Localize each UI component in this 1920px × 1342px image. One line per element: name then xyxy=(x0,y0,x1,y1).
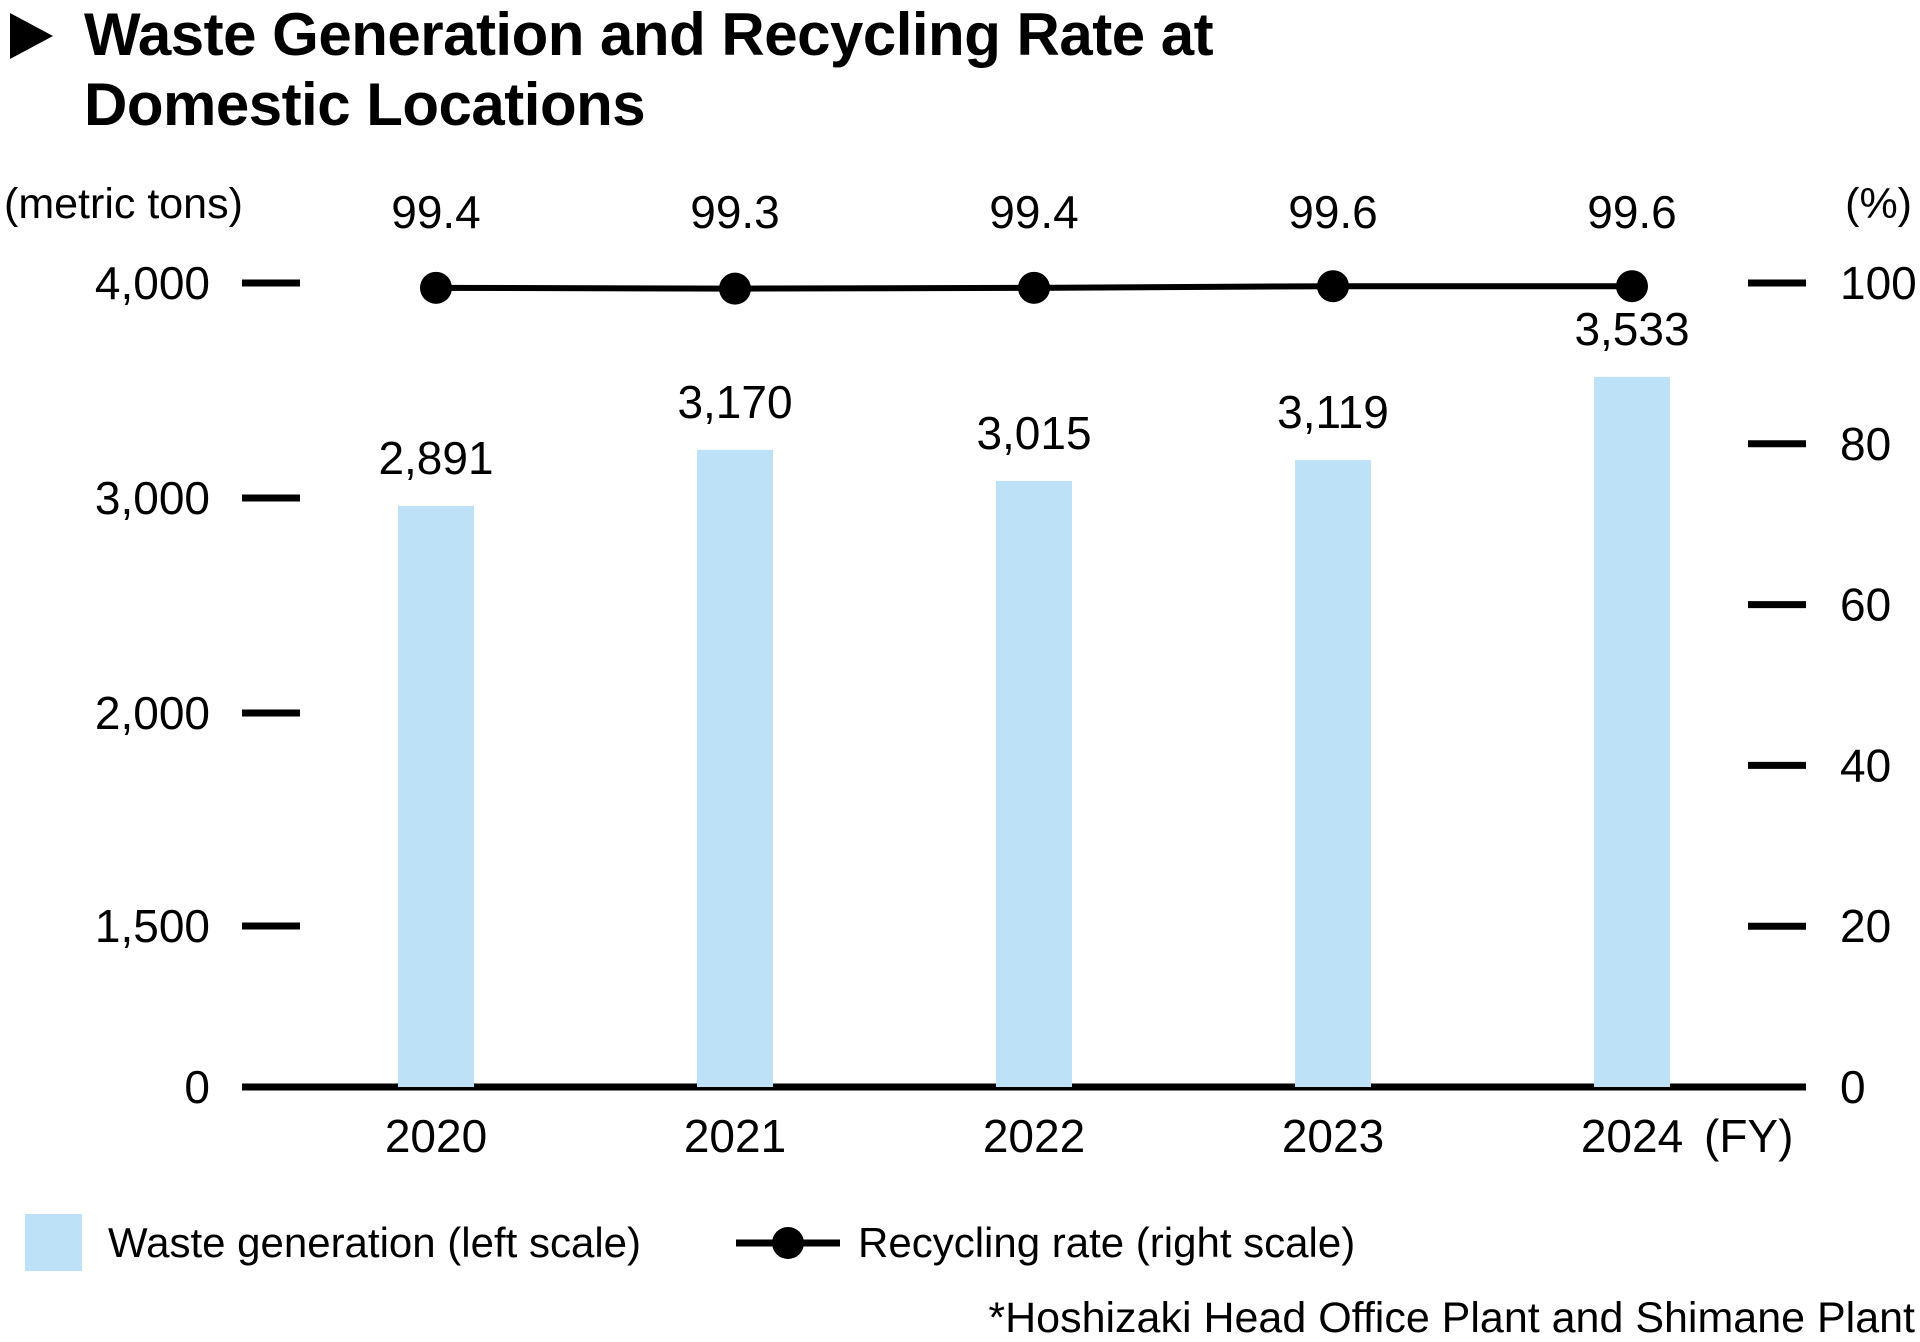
right-axis-tick-label: 80 xyxy=(1840,418,1891,470)
x-axis-year-label: 2024 xyxy=(1581,1110,1683,1162)
legend-item-rate: Recycling rate (right scale) xyxy=(641,1219,1355,1267)
recycling-rate-point xyxy=(1317,270,1349,303)
x-axis-year-label: 2022 xyxy=(983,1110,1085,1162)
right-axis-tick-label: 40 xyxy=(1840,739,1891,791)
right-axis-tick-label: 60 xyxy=(1840,579,1891,631)
x-axis-year-label: 2020 xyxy=(385,1110,487,1162)
recycling-rate-point xyxy=(1616,270,1648,303)
rate-value-label: 99.4 xyxy=(989,186,1079,238)
bar-value-label: 3,015 xyxy=(976,407,1091,459)
x-axis-year-label: 2021 xyxy=(684,1110,786,1162)
left-axis-unit-label: (metric tons) xyxy=(4,180,243,228)
left-axis-tick-label: 3,000 xyxy=(95,472,210,524)
legend-label-rate: Recycling rate (right scale) xyxy=(858,1218,1356,1266)
bar-value-label: 3,170 xyxy=(677,376,792,428)
waste-generation-bar xyxy=(996,480,1072,1087)
rate-value-label: 99.4 xyxy=(391,186,481,238)
right-axis-tick-label: 20 xyxy=(1840,900,1891,952)
left-axis-tick-label: 1,500 xyxy=(95,900,210,952)
bar-value-label: 3,533 xyxy=(1574,303,1689,355)
left-axis-tick-label: 0 xyxy=(184,1061,210,1113)
chart-title-line2: Domestic Locations xyxy=(84,71,646,138)
recycling-rate-point xyxy=(719,272,751,305)
x-axis-year-label: 2023 xyxy=(1282,1110,1384,1162)
right-axis-tick-label: 100 xyxy=(1840,257,1917,309)
legend-item-waste: Waste generation (left scale) xyxy=(25,1214,641,1271)
bar-value-label: 2,891 xyxy=(378,432,493,484)
waste-generation-bar xyxy=(398,505,474,1087)
x-axis-unit-label: (FY) xyxy=(1704,1110,1793,1162)
legend-bar-swatch-icon xyxy=(25,1214,82,1271)
chart-footnote: *Hoshizaki Head Office Plant and Shimane… xyxy=(988,1294,1915,1342)
right-axis-tick-label: 0 xyxy=(1840,1061,1866,1113)
rate-value-label: 99.6 xyxy=(1587,186,1677,238)
rate-value-label: 99.6 xyxy=(1288,186,1378,238)
recycling-rate-point xyxy=(1018,271,1050,304)
chart-title: Waste Generation and Recycling Rate at Do… xyxy=(84,0,1214,140)
rate-value-label: 99.3 xyxy=(690,186,780,238)
waste-generation-bar xyxy=(1295,460,1371,1087)
left-axis-tick-label: 2,000 xyxy=(95,687,210,739)
title-marker-icon xyxy=(10,13,53,59)
left-axis-tick-label: 4,000 xyxy=(95,257,210,309)
legend-line-dot-marker-icon xyxy=(736,1226,841,1259)
recycling-rate-point xyxy=(420,271,452,304)
bar-value-label: 3,119 xyxy=(1277,386,1389,438)
chart-title-row: Waste Generation and Recycling Rate at Do… xyxy=(8,0,1214,140)
chart-title-line1: Waste Generation and Recycling Rate at xyxy=(84,1,1214,68)
right-axis-unit-label: (%) xyxy=(1845,180,1912,228)
legend-label-waste: Waste generation (left scale) xyxy=(108,1218,642,1266)
waste-generation-bar xyxy=(697,449,773,1088)
chart-legend: Waste generation (left scale) Recycling … xyxy=(25,1214,1355,1271)
waste-generation-bar xyxy=(1594,376,1670,1087)
